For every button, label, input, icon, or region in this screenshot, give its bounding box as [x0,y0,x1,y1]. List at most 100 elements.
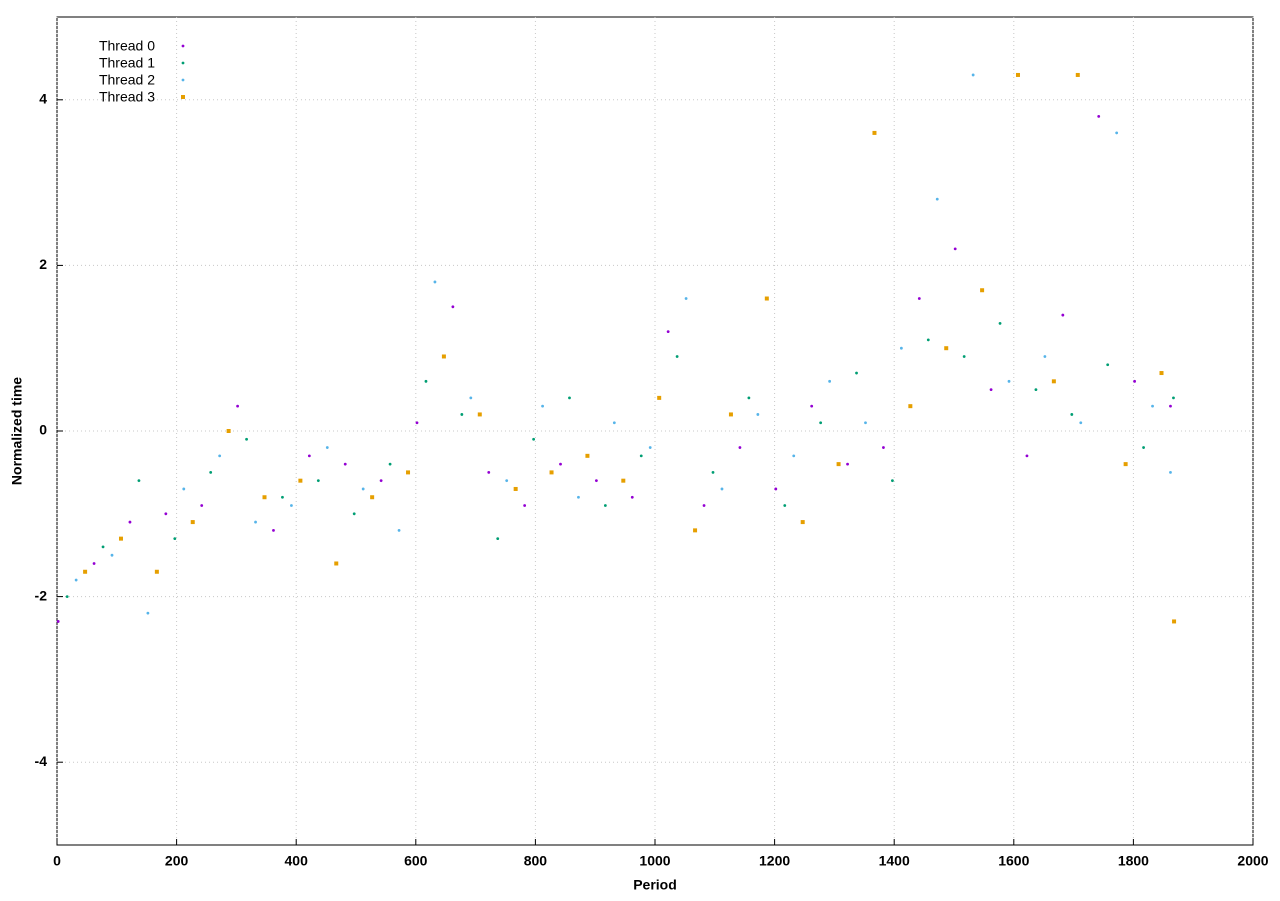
legend-label: Thread 0 [99,38,155,54]
point [254,520,257,524]
legend-label: Thread 3 [99,89,155,105]
point [218,454,222,458]
point [200,504,204,507]
point [1061,313,1065,317]
point [603,504,607,507]
point [370,495,375,500]
point [675,355,679,358]
point [173,537,177,541]
point [980,288,985,293]
x-tick-label: 400 [285,853,309,869]
point [756,413,760,416]
point [1075,72,1080,77]
point [899,346,903,350]
point [728,412,733,417]
point [118,536,123,541]
point [460,413,464,416]
y-tick-label: 4 [39,91,47,107]
point [693,528,698,533]
x-tick-label: 1000 [639,853,670,869]
point [944,346,949,351]
point [585,453,590,458]
point [800,520,805,525]
x-tick-label: 1800 [1118,853,1149,869]
point [469,396,473,400]
point [307,454,311,458]
point [361,487,365,491]
point [908,404,913,409]
point [477,412,482,417]
point [1097,114,1101,118]
point [621,478,626,483]
point [549,470,554,475]
point [1172,619,1177,624]
legend-marker [181,78,185,82]
y-tick-label: -4 [35,753,48,769]
point [891,479,894,483]
point [352,512,356,516]
point [1133,379,1136,383]
point [272,528,275,532]
point [74,578,78,582]
point [236,404,239,408]
point [325,446,329,449]
point [926,338,930,342]
point [953,247,957,251]
point [1034,388,1038,391]
point [245,437,248,441]
point [334,561,339,566]
point [855,371,858,375]
point [630,495,634,499]
point [836,462,841,467]
point [720,487,724,491]
point [935,197,939,201]
point [190,520,195,525]
point [209,471,213,474]
point [1142,446,1145,449]
point [1043,355,1047,358]
point [648,446,652,449]
x-tick-label: 2000 [1237,853,1268,869]
point [397,528,401,532]
y-axis-label: Normalized time [9,377,25,485]
point [83,569,88,574]
point [65,595,69,598]
point [146,611,150,615]
point [864,421,867,425]
x-tick-label: 1600 [998,853,1029,869]
point [298,478,303,483]
point [1123,462,1128,467]
point [379,479,383,483]
point [917,297,921,300]
point [559,462,562,466]
x-tick-label: 600 [404,853,428,869]
point [101,545,105,549]
x-axis-label: Period [633,877,677,893]
point [496,537,500,541]
point [281,495,284,499]
point [577,495,580,499]
point [747,396,751,400]
point [505,479,509,483]
x-tick-label: 0 [53,853,61,869]
point [1051,379,1056,384]
point [56,620,60,623]
point [523,504,527,507]
point [1172,396,1175,400]
point [711,471,715,474]
point [532,437,536,441]
point [1169,404,1172,408]
y-tick-label: 0 [39,422,47,438]
point [594,479,598,483]
point [441,354,446,359]
point [262,495,267,500]
point [962,355,966,358]
point [639,454,643,458]
point [451,305,455,309]
legend-label: Thread 1 [99,55,155,71]
point [128,520,132,524]
point [1007,379,1011,383]
point [1151,404,1154,408]
point [612,421,616,425]
point [1159,371,1164,376]
